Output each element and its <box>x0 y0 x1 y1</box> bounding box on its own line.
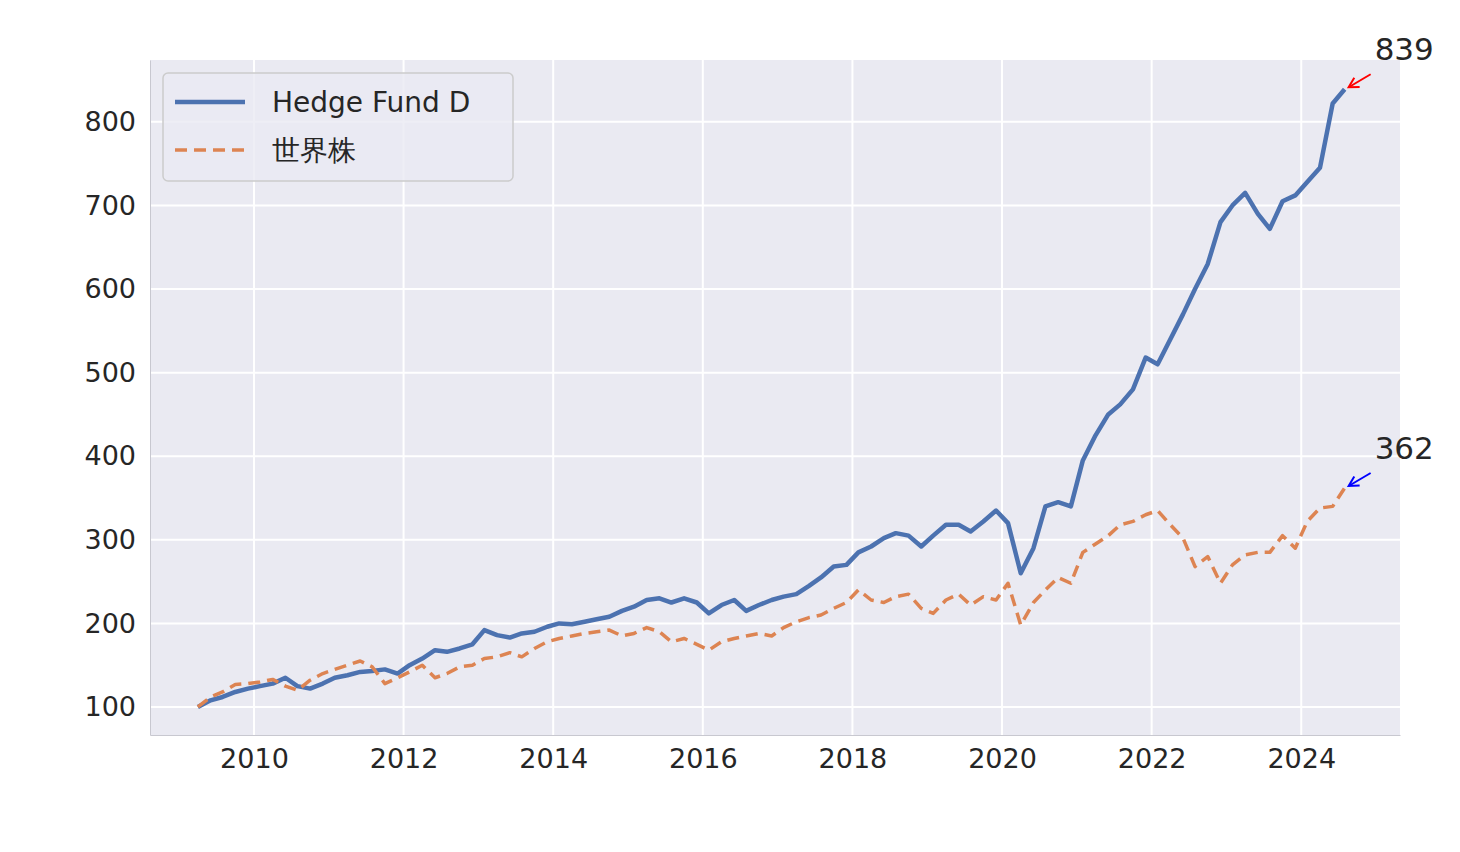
grid-line-x <box>1151 60 1153 735</box>
y-axis: 100 200 300 400 500 600 700 800 <box>84 61 150 736</box>
y-tick-label: 600 <box>84 273 136 304</box>
x-axis: 2010 2012 2014 2016 2018 2020 2022 2024 <box>151 735 1401 774</box>
annotation-arrowhead <box>1349 78 1360 87</box>
y-tick-label: 800 <box>84 106 136 137</box>
y-tick: 800 <box>84 106 150 137</box>
x-tick-label: 2012 <box>370 743 439 774</box>
y-tick-label: 500 <box>84 357 136 388</box>
grid-line-x <box>851 60 853 735</box>
x-tick: 2024 <box>1267 735 1336 774</box>
y-tick-label: 100 <box>84 691 136 722</box>
legend-label: Hedge Fund D <box>272 86 470 119</box>
annotation-arrow <box>1349 473 1371 486</box>
grid-line-x <box>552 60 554 735</box>
annotation-arrow <box>1349 74 1371 87</box>
y-tick: 500 <box>84 357 150 388</box>
x-tick: 2018 <box>819 735 888 774</box>
grid-line-y <box>150 204 1400 206</box>
legend-label: 世界株 <box>272 134 356 167</box>
x-tick: 2014 <box>519 735 588 774</box>
x-tick-label: 2016 <box>669 743 738 774</box>
x-axis-line <box>151 735 1401 736</box>
y-axis-line <box>150 61 151 736</box>
x-tick-label: 2024 <box>1267 743 1336 774</box>
grid-line-x <box>1001 60 1003 735</box>
grid-line-y <box>150 455 1400 457</box>
x-tick-label: 2020 <box>968 743 1037 774</box>
lines <box>198 89 1345 707</box>
legend-swatch <box>175 148 245 152</box>
grid-line-y <box>150 372 1400 374</box>
annotation-label: 839 <box>1375 31 1434 67</box>
plot-background <box>150 60 1400 735</box>
x-tick-label: 2010 <box>220 743 289 774</box>
series-line <box>198 89 1345 707</box>
x-tick: 2016 <box>669 735 738 774</box>
x-tick: 2022 <box>1118 735 1187 774</box>
legend-swatch <box>175 100 245 105</box>
y-tick-label: 700 <box>84 190 136 221</box>
x-tick: 2010 <box>220 735 289 774</box>
grid-line-x <box>1300 60 1302 735</box>
annotations: 839 362 <box>1349 31 1434 486</box>
grid-line-y <box>150 539 1400 541</box>
x-tick: 2020 <box>968 735 1037 774</box>
chart: 2010 2012 2014 2016 2018 2020 2022 2024 100 200 30… <box>0 0 1460 852</box>
legend: Hedge Fund D 世界株 <box>163 73 513 181</box>
series-line <box>198 488 1345 707</box>
grid-line-x <box>702 60 704 735</box>
x-tick: 2012 <box>370 735 439 774</box>
y-tick: 400 <box>84 440 150 471</box>
grid-line-y <box>150 622 1400 624</box>
x-tick-label: 2018 <box>819 743 888 774</box>
legend-box <box>163 73 513 181</box>
x-tick-label: 2022 <box>1118 743 1187 774</box>
y-tick-label: 400 <box>84 440 136 471</box>
annotation-label: 362 <box>1375 430 1434 466</box>
y-tick: 100 <box>84 691 150 722</box>
y-tick: 300 <box>84 524 150 555</box>
grid-line-y <box>150 288 1400 290</box>
y-tick: 700 <box>84 190 150 221</box>
y-tick: 600 <box>84 273 150 304</box>
grid <box>150 60 1400 735</box>
grid-line-y <box>150 706 1400 708</box>
y-tick-label: 300 <box>84 524 136 555</box>
y-tick: 200 <box>84 608 150 639</box>
y-tick-label: 200 <box>84 608 136 639</box>
annotation-arrowhead <box>1349 477 1360 486</box>
x-tick-label: 2014 <box>519 743 588 774</box>
